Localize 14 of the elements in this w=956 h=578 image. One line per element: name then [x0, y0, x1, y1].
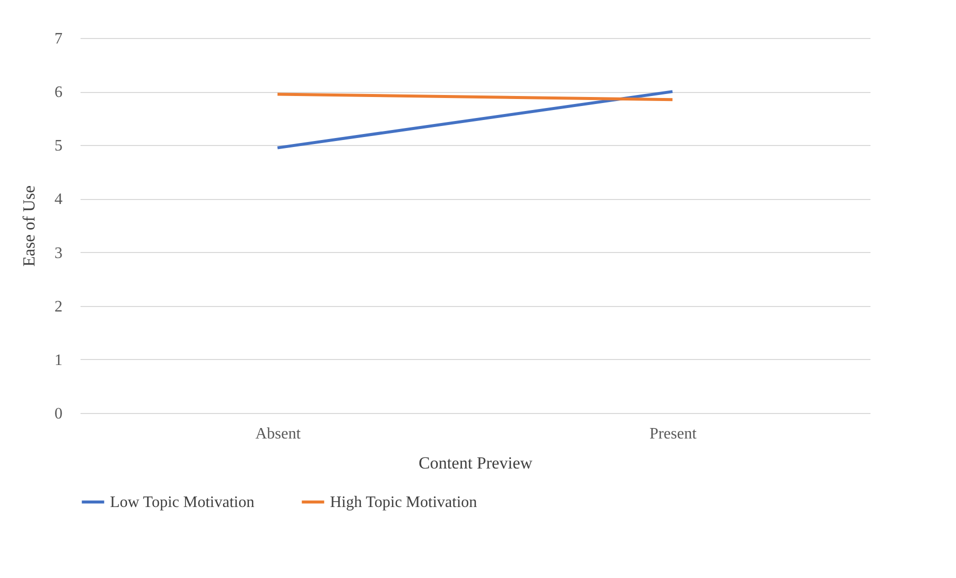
x-tick-label: Present: [649, 426, 698, 442]
legend-label: High Topic Motivation: [330, 494, 478, 511]
legend-label: Low Topic Motivation: [110, 494, 254, 511]
y-tick-label: 1: [54, 352, 62, 369]
x-tick-label: Absent: [255, 426, 302, 442]
y-tick-label: 7: [54, 30, 62, 48]
y-tick-label: 3: [54, 244, 62, 262]
x-axis-title: Content Preview: [418, 454, 534, 472]
y-tick-label: 2: [54, 298, 62, 316]
y-tick-label: 4: [54, 191, 62, 208]
y-tick-label: 5: [54, 138, 62, 155]
y-tick-label: 0: [54, 406, 62, 422]
y-tick-label: 6: [54, 84, 62, 102]
y-axis-title: Ease of Use: [20, 185, 38, 267]
